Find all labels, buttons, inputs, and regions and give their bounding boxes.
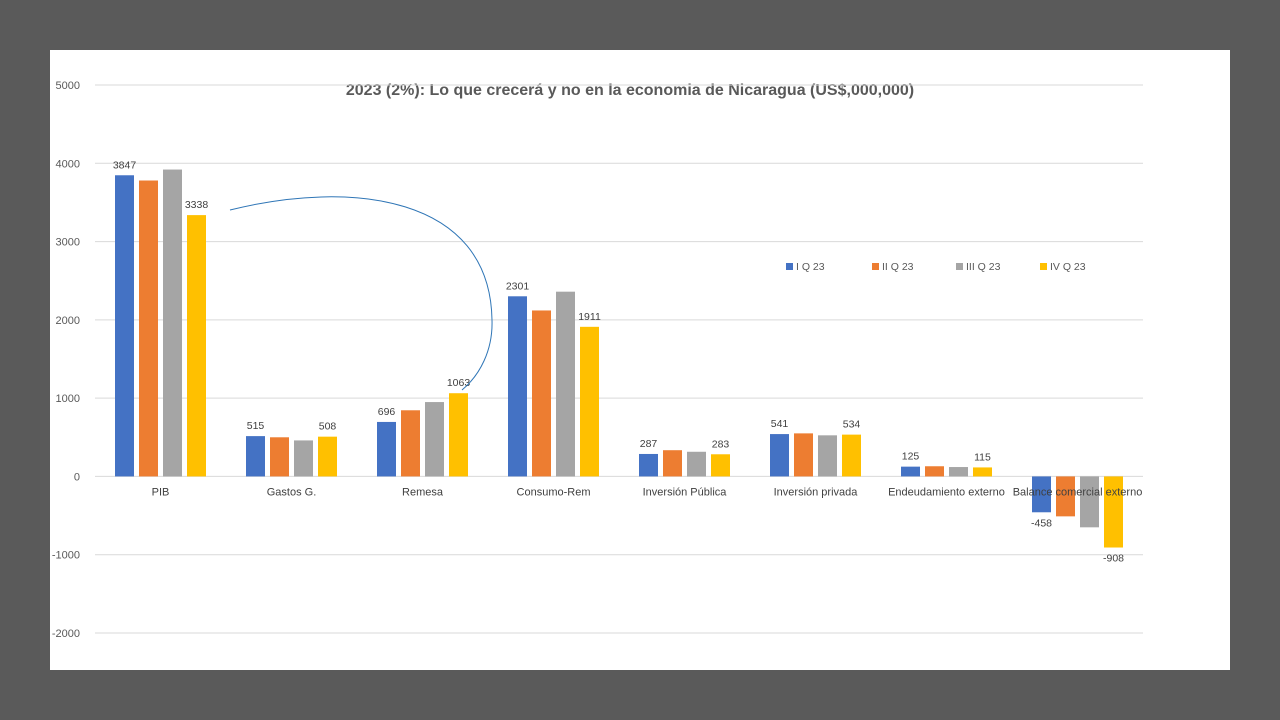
data-label: 125 bbox=[902, 451, 920, 463]
data-label: 534 bbox=[843, 419, 861, 431]
y-tick-label: 1000 bbox=[56, 393, 80, 405]
annotation-arrow-curve bbox=[229, 196, 493, 391]
legend-label: IV Q 23 bbox=[1050, 261, 1086, 273]
data-label: 696 bbox=[378, 406, 396, 418]
bar bbox=[770, 434, 789, 477]
y-axis-ticks: 5000 4000 3000 2000 1000 0 -1000 -2000 bbox=[52, 80, 80, 640]
category-label: Inversión Pública bbox=[643, 486, 728, 498]
bar bbox=[318, 436, 337, 477]
bar bbox=[532, 310, 551, 477]
legend: I Q 23 II Q 23 III Q 23 IV Q 23 bbox=[786, 261, 1086, 273]
bar bbox=[580, 326, 599, 477]
category-label: Gastos G. bbox=[267, 486, 317, 498]
bar bbox=[794, 433, 813, 477]
y-tick-label: -2000 bbox=[52, 628, 80, 640]
data-label: 3847 bbox=[113, 159, 137, 171]
bar bbox=[818, 435, 837, 477]
bar bbox=[425, 402, 444, 477]
bars bbox=[115, 169, 1123, 548]
bar bbox=[663, 450, 682, 477]
chart-panel: 2023 (2%): Lo que crecerá y no en la eco… bbox=[50, 50, 1230, 670]
bar bbox=[449, 393, 468, 477]
legend-swatch bbox=[872, 263, 879, 270]
y-tick-label: 0 bbox=[74, 471, 80, 483]
bar bbox=[139, 180, 158, 477]
y-tick-label: -1000 bbox=[52, 550, 80, 562]
bar bbox=[270, 437, 289, 477]
bar bbox=[901, 466, 920, 477]
bar bbox=[187, 215, 206, 477]
bar bbox=[925, 466, 944, 477]
y-tick-label: 2000 bbox=[56, 315, 80, 327]
legend-swatch bbox=[956, 263, 963, 270]
data-label: 283 bbox=[712, 438, 730, 450]
data-label: 3338 bbox=[185, 199, 209, 211]
bar bbox=[163, 169, 182, 477]
category-label: Remesa bbox=[402, 486, 444, 498]
bar bbox=[294, 440, 313, 477]
legend-label: III Q 23 bbox=[966, 261, 1001, 273]
bar bbox=[639, 453, 658, 477]
y-tick-label: 3000 bbox=[56, 237, 80, 249]
data-label: 508 bbox=[319, 421, 337, 433]
chart-title: 2023 (2%): Lo que crecerá y no en la eco… bbox=[346, 82, 914, 99]
bar bbox=[1104, 476, 1123, 548]
bar bbox=[1056, 476, 1075, 517]
data-label: -908 bbox=[1103, 553, 1124, 565]
data-label: 541 bbox=[771, 418, 789, 430]
bar bbox=[401, 410, 420, 477]
data-label: 515 bbox=[247, 420, 265, 432]
bar bbox=[973, 467, 992, 477]
bar bbox=[246, 436, 265, 477]
bar-chart: 2023 (2%): Lo que crecerá y no en la eco… bbox=[52, 80, 1143, 640]
gridlines bbox=[95, 84, 1143, 634]
bar bbox=[115, 175, 134, 477]
y-tick-label: 4000 bbox=[56, 158, 80, 170]
legend-swatch bbox=[1040, 263, 1047, 270]
bar bbox=[377, 421, 396, 477]
category-labels: PIB Gastos G. Remesa Consumo-Rem Inversión P… bbox=[152, 486, 1143, 498]
bar bbox=[949, 467, 968, 477]
legend-swatch bbox=[786, 263, 793, 270]
bar bbox=[508, 296, 527, 477]
category-label: Consumo-Rem bbox=[517, 486, 591, 498]
bar bbox=[1032, 476, 1051, 513]
category-label: PIB bbox=[152, 486, 170, 498]
bar bbox=[687, 451, 706, 477]
data-label: 287 bbox=[640, 438, 658, 450]
data-label: 2301 bbox=[506, 280, 530, 292]
bar bbox=[1080, 476, 1099, 528]
y-tick-label: 5000 bbox=[56, 80, 80, 92]
category-label: Balance comercial externo bbox=[1013, 486, 1143, 498]
data-label: -458 bbox=[1031, 517, 1052, 529]
legend-label: II Q 23 bbox=[882, 261, 914, 273]
bar bbox=[711, 454, 730, 477]
bar bbox=[556, 291, 575, 477]
legend-label: I Q 23 bbox=[796, 261, 825, 273]
bar bbox=[842, 434, 861, 477]
data-labels: 3847 3338 515 508 696 1063 2301 1911 287 283 541 53… bbox=[113, 159, 1124, 564]
data-label: 1911 bbox=[578, 311, 601, 323]
category-label: Endeudamiento externo bbox=[888, 486, 1005, 498]
data-label: 115 bbox=[974, 451, 991, 463]
data-label: 1063 bbox=[447, 377, 471, 389]
category-label: Inversión privada bbox=[774, 486, 859, 498]
